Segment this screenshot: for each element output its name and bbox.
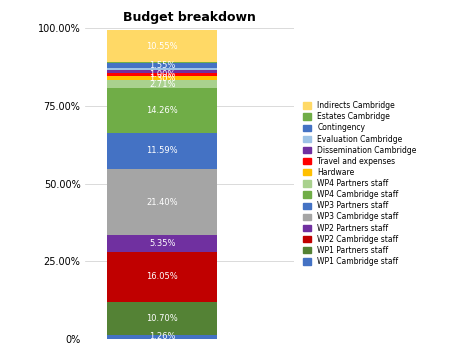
- Bar: [107, 80, 217, 89]
- Bar: [107, 335, 217, 339]
- Bar: [107, 73, 217, 76]
- Text: 16.05%: 16.05%: [146, 272, 178, 281]
- Bar: [107, 89, 217, 133]
- Text: 14.26%: 14.26%: [146, 106, 178, 115]
- Legend: Indirects Cambridge, Estates Cambridge, Contingency, Evaluation Cambridge, Disse: Indirects Cambridge, Estates Cambridge, …: [302, 100, 418, 268]
- Text: 1.00%: 1.00%: [149, 70, 175, 79]
- Text: 11.59%: 11.59%: [146, 146, 178, 155]
- Bar: [107, 62, 217, 63]
- Text: 2.71%: 2.71%: [149, 80, 175, 89]
- Bar: [107, 302, 217, 335]
- Text: 21.40%: 21.40%: [146, 198, 178, 207]
- Bar: [107, 76, 217, 80]
- Text: 10.70%: 10.70%: [146, 314, 178, 323]
- Bar: [107, 133, 217, 169]
- Text: 5.35%: 5.35%: [149, 239, 175, 248]
- Title: Budget breakdown: Budget breakdown: [123, 11, 256, 24]
- Bar: [107, 63, 217, 68]
- Bar: [107, 235, 217, 252]
- Bar: [107, 70, 217, 73]
- Text: 1.30%: 1.30%: [149, 73, 175, 83]
- Bar: [107, 252, 217, 302]
- Bar: [107, 169, 217, 235]
- Text: 1.55%: 1.55%: [149, 61, 175, 70]
- Text: 10.55%: 10.55%: [146, 42, 178, 50]
- Text: 1.26%: 1.26%: [149, 333, 175, 341]
- Bar: [107, 30, 217, 62]
- Bar: [107, 68, 217, 70]
